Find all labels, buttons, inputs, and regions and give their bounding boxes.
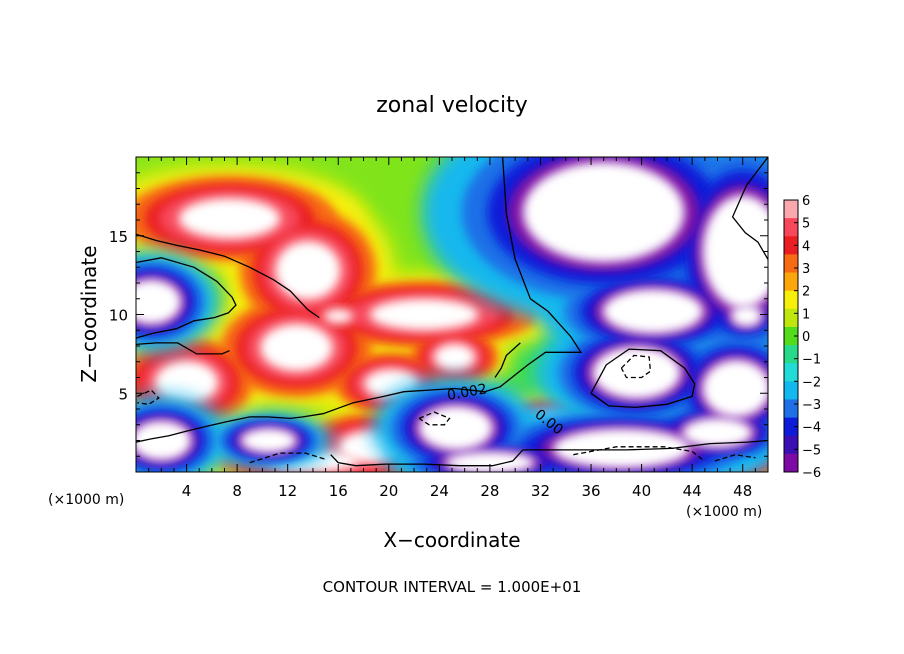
positive-velocity-region	[433, 343, 476, 371]
colorbar-swatch	[784, 200, 798, 219]
colorbar-swatch	[784, 453, 798, 473]
x-tick-label: 36	[581, 482, 600, 500]
positive-velocity-region	[260, 323, 333, 372]
x-tick-label: 48	[733, 482, 752, 500]
colorbar-tick-label: −4	[802, 421, 821, 436]
colorbar-swatch	[784, 218, 798, 237]
colorbar-swatch	[784, 254, 798, 274]
negative-velocity-region	[552, 428, 691, 469]
x-tick-label: 4	[182, 482, 192, 500]
positive-velocity-region	[275, 240, 341, 300]
negative-contour-line	[137, 389, 160, 405]
positive-velocity-region	[369, 298, 479, 331]
negative-velocity-region	[418, 405, 494, 451]
contour-line	[590, 348, 696, 409]
x-tick-label: 20	[379, 482, 398, 500]
negative-velocity-region	[592, 346, 682, 400]
contour-lines	[136, 157, 768, 467]
colorbar-tick-label: 5	[802, 217, 810, 232]
negative-velocity-region	[444, 451, 536, 472]
colorbar-swatch	[784, 417, 798, 437]
x-tick-label: 24	[430, 482, 449, 500]
negative-contour-line	[418, 411, 451, 426]
positive-velocity-region	[154, 360, 219, 404]
x-tick-label: 8	[232, 482, 242, 500]
y-tick-label: 5	[118, 385, 128, 403]
y-tick-label: 15	[109, 228, 128, 246]
colorbar-tick-label: 1	[802, 307, 810, 322]
contour-line	[731, 157, 768, 260]
contour-line	[136, 257, 237, 339]
colorbar-swatch	[784, 236, 798, 255]
contour-line	[136, 157, 583, 443]
negative-contour-line	[714, 454, 756, 462]
contour-label: 0.002	[446, 381, 488, 404]
x-unit-right: (×1000 m)	[686, 504, 762, 520]
y-axis-ticks: 5 10 15	[109, 172, 768, 457]
colorbar-tick-label: −6	[802, 466, 821, 481]
y-axis-label: Z−coordinate	[77, 245, 101, 382]
contour-interval-note: CONTOUR INTERVAL = 1.000E+01	[323, 578, 582, 596]
negative-velocity-region	[602, 288, 704, 335]
colorbar-tick-label: 6	[802, 194, 810, 209]
x-tick-label: 16	[329, 482, 348, 500]
contour-line	[330, 449, 524, 467]
negative-contour-line	[573, 446, 703, 460]
colorbar: 6 5 4 3 2 1 0 −1 −2 −3 −4 −5 −6	[783, 194, 821, 481]
contour-line	[136, 233, 320, 319]
colorbar-swatch	[784, 399, 798, 419]
colorbar-tick-label: −3	[802, 398, 821, 413]
colorbar-swatch	[784, 435, 798, 455]
contour-line	[494, 342, 521, 378]
colorbar-swatch	[784, 363, 798, 382]
x-tick-label: 32	[531, 482, 550, 500]
colorbar-tick-label: 2	[802, 285, 810, 300]
colorbar-tick-label: 3	[802, 262, 810, 277]
negative-velocity-region	[136, 420, 192, 461]
negative-contour-line	[620, 354, 652, 379]
colorbar-swatch	[784, 345, 798, 364]
contour-line	[136, 342, 230, 355]
x-unit-left: (×1000 m)	[48, 492, 124, 508]
colorbar-swatch	[784, 326, 798, 346]
colorbar-tick-label: −5	[802, 443, 821, 458]
chart-title: zonal velocity	[376, 93, 528, 118]
negative-velocity-region	[682, 417, 753, 448]
negative-contour-line	[249, 452, 326, 464]
colorbar-swatch	[784, 381, 798, 400]
negative-velocity-region	[702, 194, 768, 309]
negative-velocity-region	[522, 161, 685, 263]
negative-velocity-region	[240, 427, 298, 454]
x-axis-ticks: 4 8 12 16 20 24 28 32 36 40 44 48	[148, 157, 756, 500]
field-regions	[136, 157, 768, 472]
colorbar-tick-label: −2	[802, 375, 821, 390]
x-tick-label: 44	[683, 482, 702, 500]
negative-velocity-region	[730, 304, 763, 328]
colorbar-tick-label: −1	[802, 353, 821, 368]
colorbar-swatch	[784, 308, 798, 328]
negative-velocity-region	[702, 359, 768, 418]
x-tick-label: 28	[480, 482, 499, 500]
colorbar-swatch	[784, 272, 798, 292]
x-tick-label: 40	[632, 482, 651, 500]
x-axis-label: X−coordinate	[383, 528, 520, 552]
x-tick-label: 12	[278, 482, 297, 500]
negative-velocity-region	[136, 279, 182, 325]
y-tick-label: 10	[109, 307, 128, 325]
colorbar-tick-label: 0	[802, 330, 810, 345]
positive-velocity-region	[178, 198, 281, 239]
colorbar-tick-label: 4	[802, 239, 810, 254]
colorbar-swatch	[784, 290, 798, 310]
positive-velocity-region	[323, 309, 353, 323]
